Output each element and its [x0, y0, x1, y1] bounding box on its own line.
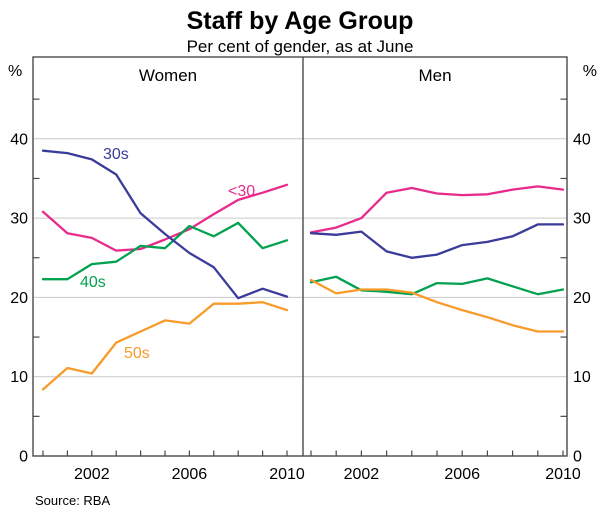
y-tick-label-right-30: 30: [573, 211, 591, 228]
series-line-women-40s: [41, 221, 289, 281]
y-tick-label-right-40: 40: [573, 131, 591, 148]
y-tick-label-left-40: 40: [10, 131, 28, 148]
y-tick-label-right-0: 0: [573, 449, 582, 466]
x-tick-label-women-2006: 2006: [172, 466, 208, 483]
source-note: Source: RBA: [35, 493, 110, 508]
series-line-men-40s: [309, 275, 565, 296]
panel-label-men: Men: [418, 66, 451, 85]
y-tick-label-right-20: 20: [573, 290, 591, 307]
y-tick-label-left-0: 0: [19, 449, 28, 466]
y-tick-label-left-20: 20: [10, 290, 28, 307]
series-label-women-40s: 40s: [80, 274, 106, 291]
series-line-women-30s: [41, 149, 289, 300]
series-line-men-50s: [309, 278, 565, 333]
y-axis-unit-right: %: [583, 63, 597, 80]
x-tick-label-men-2010: 2010: [545, 466, 581, 483]
y-tick-label-left-30: 30: [10, 211, 28, 228]
y-axis-unit-left: %: [8, 63, 22, 80]
series-label-women-<30: <30: [228, 183, 255, 200]
chart-subtitle: Per cent of gender, as at June: [187, 37, 414, 56]
plot-frame: [32, 56, 568, 457]
series-line-women-<30: [41, 183, 289, 252]
series-line-men-<30: [309, 185, 565, 234]
chart-title: Staff by Age Group: [187, 7, 414, 35]
series-line-men-30s: [309, 223, 565, 259]
x-tick-label-women-2010: 2010: [269, 466, 305, 483]
panel-label-women: Women: [139, 66, 197, 85]
x-tick-label-men-2006: 2006: [444, 466, 480, 483]
y-tick-label-left-10: 10: [10, 369, 28, 386]
series-line-women-50s: [41, 301, 289, 391]
x-tick-label-men-2002: 2002: [344, 466, 380, 483]
y-tick-label-right-10: 10: [573, 369, 591, 386]
plot-area: 0 0 10 10 20 20 30 30 40 40 2002 2006 2010 Women <30 40…: [10, 56, 591, 483]
series-label-women-30s: 30s: [103, 146, 129, 163]
x-tick-label-women-2002: 2002: [74, 466, 110, 483]
series-label-women-50s: 50s: [124, 345, 150, 362]
